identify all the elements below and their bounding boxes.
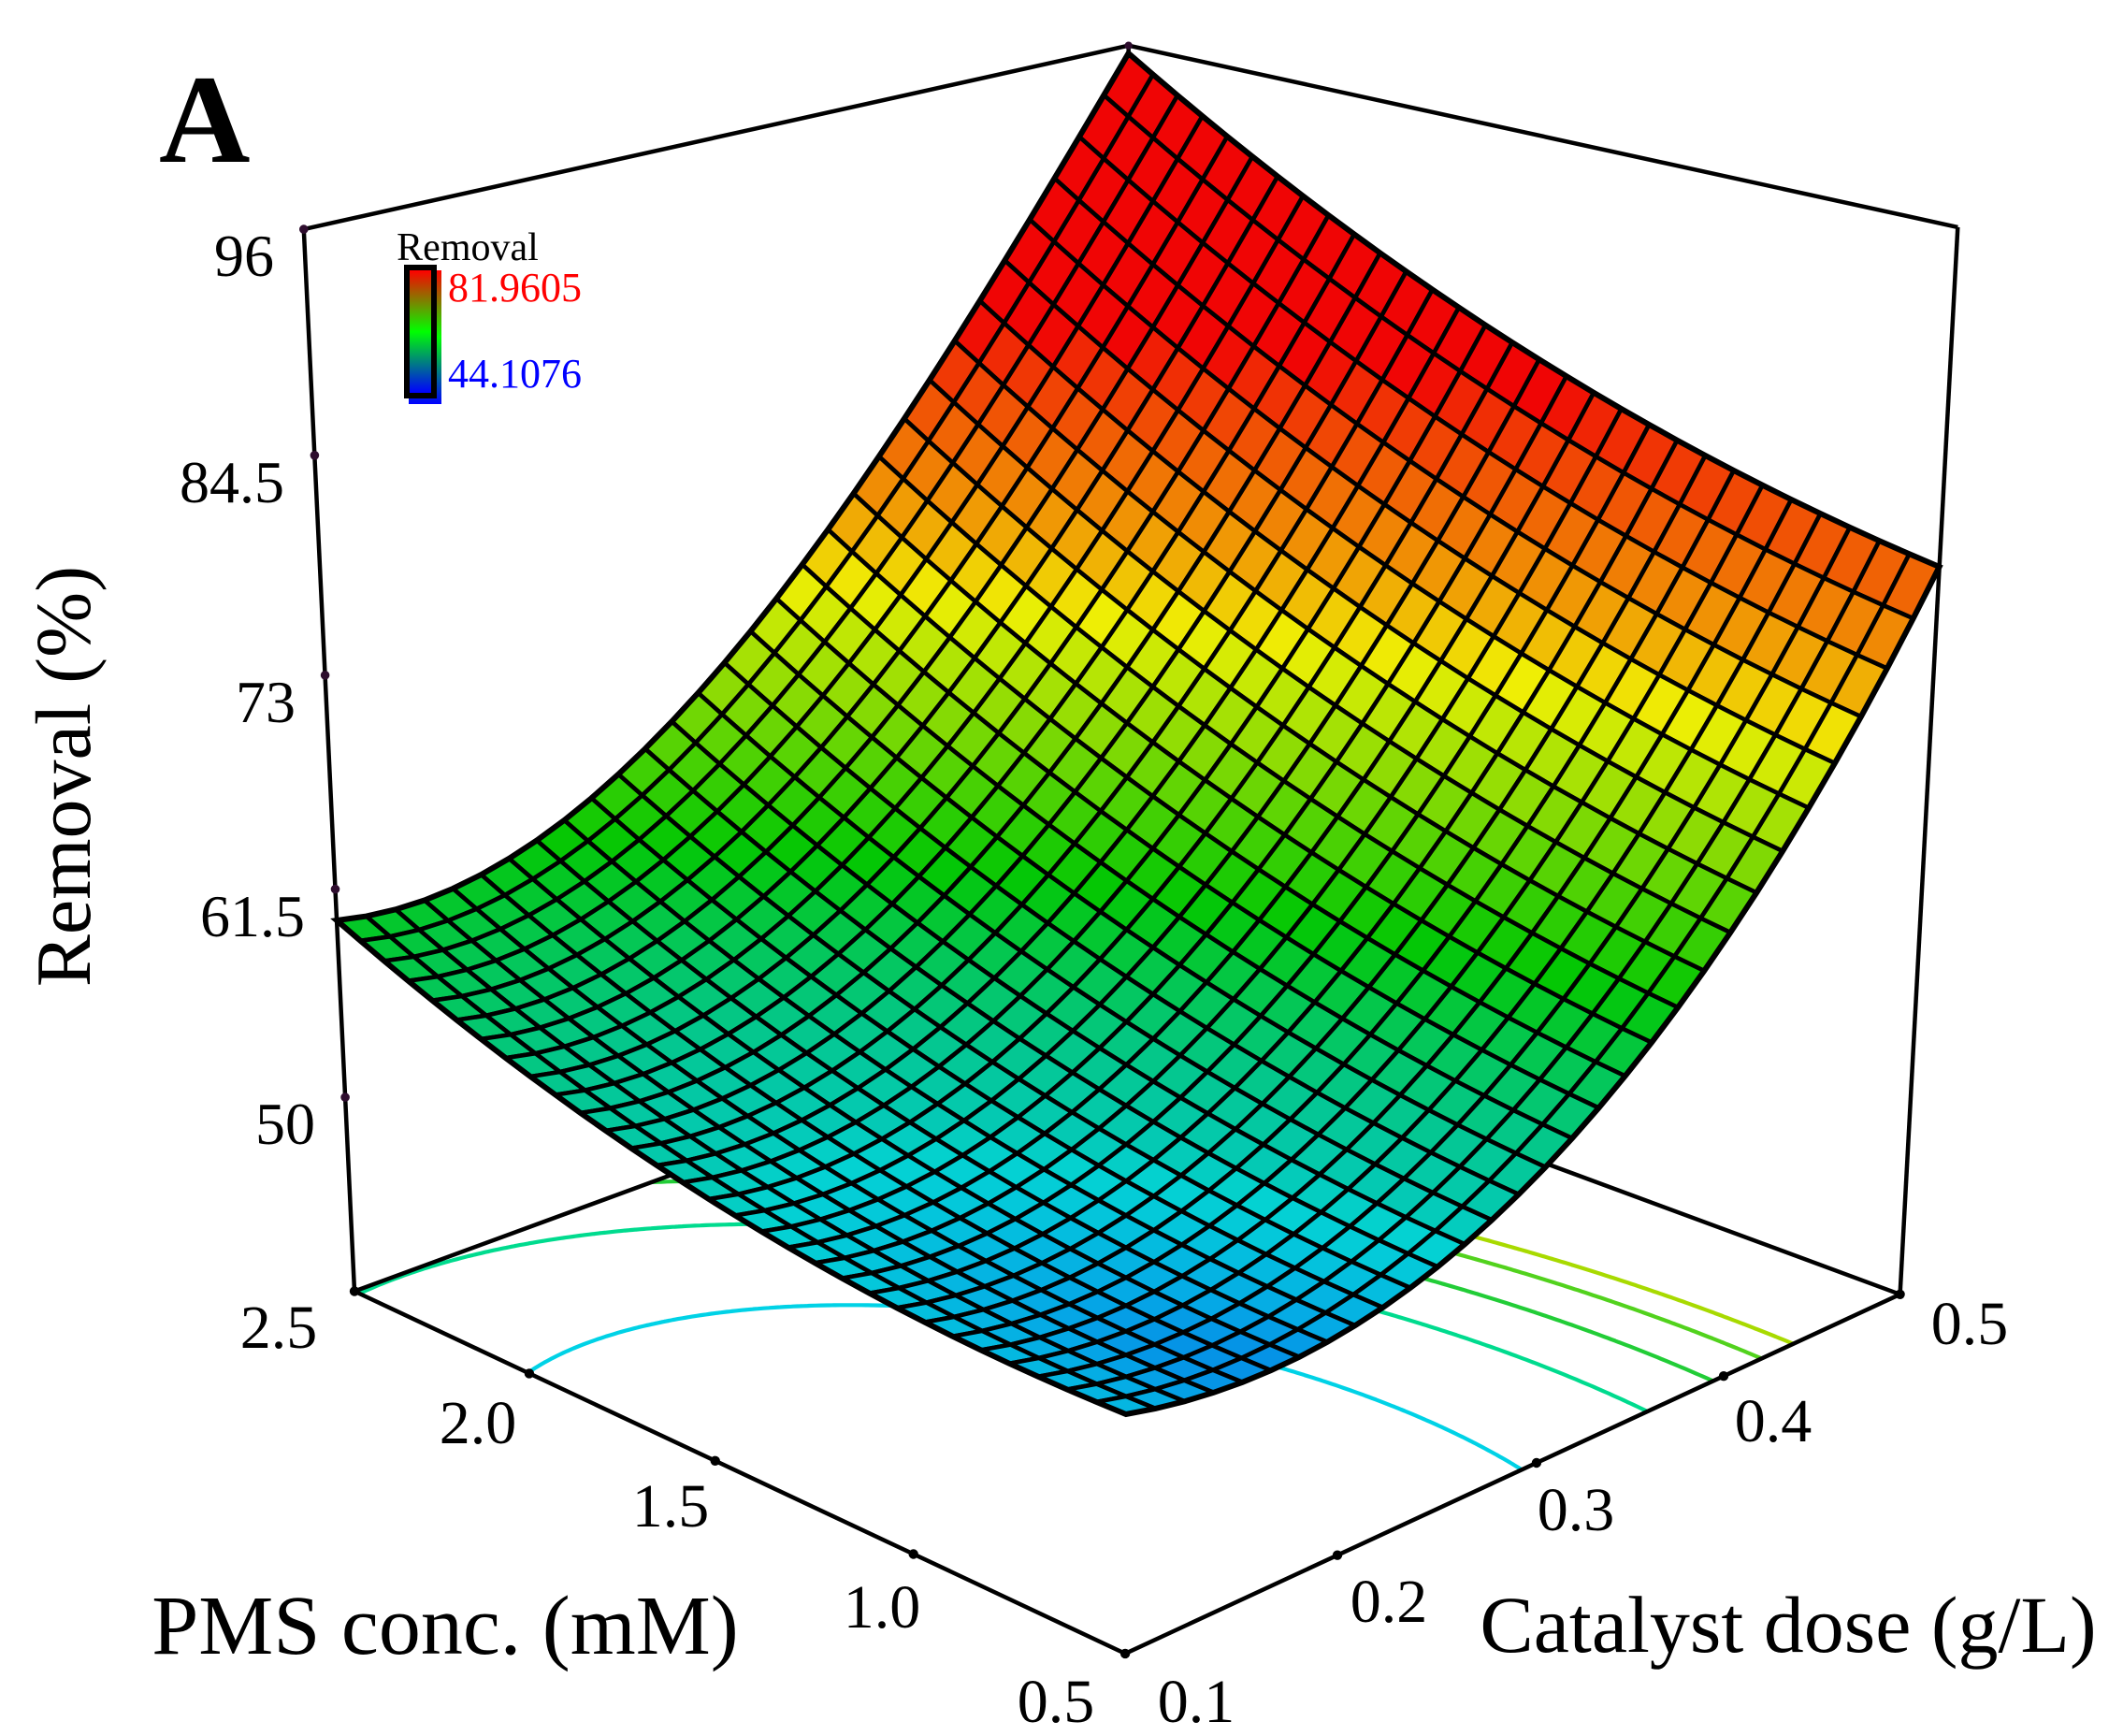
- svg-text:Removal (%): Removal (%): [21, 566, 108, 987]
- svg-text:Catalyst dose (g/L): Catalyst dose (g/L): [1480, 1580, 2096, 1670]
- svg-text:Removal: Removal: [397, 226, 539, 269]
- svg-text:0.3: 0.3: [1538, 1476, 1615, 1544]
- svg-text:44.1076: 44.1076: [448, 351, 582, 397]
- svg-text:1.5: 1.5: [632, 1472, 710, 1541]
- svg-text:0.1: 0.1: [1158, 1668, 1235, 1731]
- svg-text:0.4: 0.4: [1735, 1387, 1812, 1455]
- svg-text:50: 50: [255, 1091, 315, 1157]
- svg-text:PMS conc. (mM): PMS conc. (mM): [152, 1580, 739, 1672]
- svg-text:1.0: 1.0: [844, 1573, 921, 1642]
- svg-text:2.0: 2.0: [440, 1389, 517, 1457]
- svg-text:0.2: 0.2: [1350, 1568, 1428, 1636]
- svg-text:2.5: 2.5: [240, 1294, 318, 1362]
- svg-text:84.5: 84.5: [180, 449, 284, 515]
- svg-text:0.5: 0.5: [1018, 1668, 1095, 1731]
- svg-text:96: 96: [214, 223, 274, 289]
- svg-text:61.5: 61.5: [200, 883, 305, 949]
- svg-text:0.5: 0.5: [1931, 1290, 2009, 1358]
- svg-text:73: 73: [236, 669, 296, 735]
- svg-text:A: A: [159, 51, 251, 190]
- svg-text:81.9605: 81.9605: [448, 265, 582, 311]
